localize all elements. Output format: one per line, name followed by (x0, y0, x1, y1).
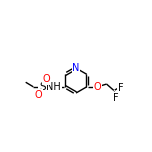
Text: O: O (94, 82, 102, 92)
Text: S: S (39, 82, 46, 92)
Text: F: F (118, 83, 124, 93)
Text: O: O (34, 90, 42, 100)
Text: N: N (72, 63, 80, 73)
Text: NH: NH (46, 82, 61, 92)
Text: F: F (113, 93, 119, 103)
Text: O: O (43, 74, 50, 84)
